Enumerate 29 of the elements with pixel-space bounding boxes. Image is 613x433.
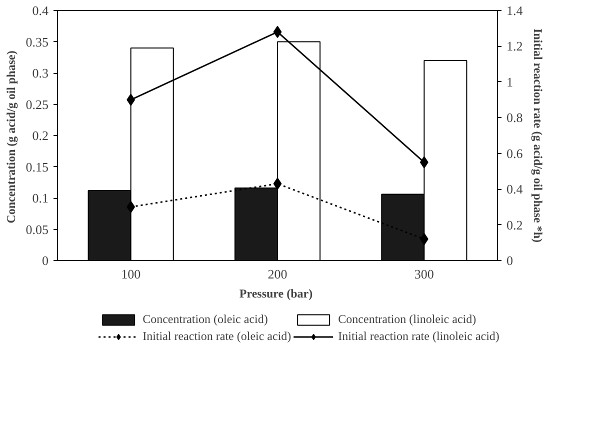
y-tick-label: 0.4 bbox=[32, 3, 49, 18]
x-axis-title: Pressure (bar) bbox=[239, 286, 313, 300]
x-tick-label: 100 bbox=[121, 266, 141, 282]
legend-label: Initial reaction rate (oleic acid) bbox=[142, 329, 292, 344]
x-tick-label: 300 bbox=[414, 266, 434, 282]
y-tick-label: 0.35 bbox=[26, 34, 48, 50]
y2-tick-label: 1.2 bbox=[506, 38, 523, 54]
legend-label: Concentration (oleic acid) bbox=[142, 312, 268, 327]
y-tick-label: 0.15 bbox=[26, 159, 48, 174]
point bbox=[273, 26, 282, 38]
y2-tick-label: 1 bbox=[506, 74, 513, 90]
legend-label: Initial reaction rate (linoleic acid) bbox=[338, 329, 500, 344]
y-tick-label: 0.25 bbox=[26, 96, 48, 112]
y-tick-label: 0.1 bbox=[32, 190, 48, 206]
y2-axis-title: Initial reaction rate (g acid/g oil phase *h) bbox=[530, 28, 545, 243]
y-tick-label: 0 bbox=[42, 253, 48, 268]
y2-tick-label: 0.2 bbox=[506, 217, 523, 232]
point bbox=[273, 178, 282, 190]
y-tick-label: 0.3 bbox=[32, 66, 48, 80]
y2-tick-label: 0.4 bbox=[506, 182, 524, 197]
y2-tick-label: 0.6 bbox=[506, 146, 524, 161]
y2-tick-label: 0 bbox=[506, 253, 513, 268]
y2-tick-label: 0.8 bbox=[506, 110, 523, 126]
legend-label: Concentration (linoleic acid) bbox=[338, 312, 476, 327]
y2-tick-label: 1.4 bbox=[506, 3, 524, 18]
x-tick-label: 200 bbox=[268, 266, 288, 282]
y-tick-label: 0.2 bbox=[32, 128, 48, 143]
y-tick-label: 0.05 bbox=[26, 222, 48, 237]
y-axis-title: Concentration (g acid/g oil phase) bbox=[4, 50, 18, 224]
